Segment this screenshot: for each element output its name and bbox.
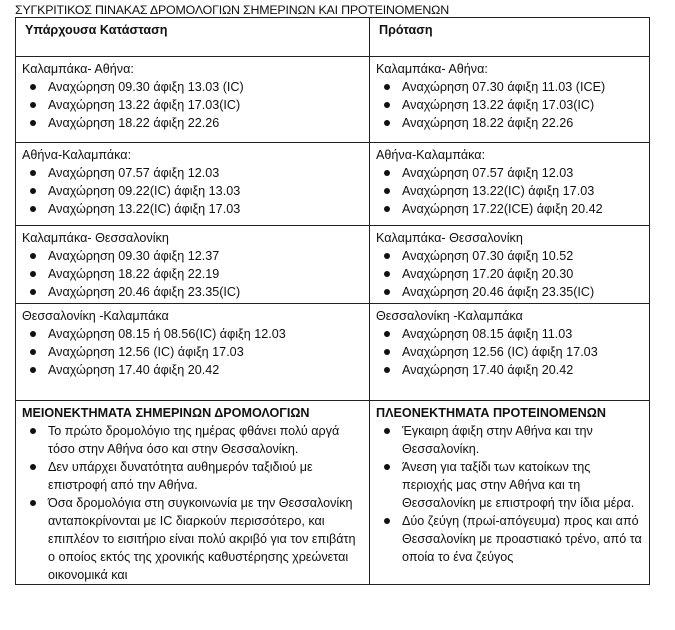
schedule-item: Αναχώρηση 13.22(IC) άφιξη 17.03 (22, 200, 364, 218)
schedule-item: Αναχώρηση 09.30 άφιξη 13.03 (IC) (22, 78, 364, 96)
list-item: Δεν υπάρχει δυνατότητα αυθημερόν ταξιδιο… (22, 458, 364, 494)
header-current: Υπάρχουσα Κατάσταση (15, 17, 370, 57)
schedule-item: Αναχώρηση 07.57 άφιξη 12.03 (376, 164, 644, 182)
schedule-list: Αναχώρηση 09.30 άφιξη 12.37 Αναχώρηση 18.… (22, 247, 364, 301)
current-schedule-cell: Αθήνα-Καλαμπάκα: Αναχώρηση 07.57 άφιξη 12… (15, 142, 370, 226)
disadvantages-list: Το πρώτο δρομολόγιο της ημέρας φθάνει πο… (22, 422, 364, 584)
disadvantages-cell: ΜΕΙΟΝΕΚΤΗΜΑΤΑ ΣΗΜΕΡΙΝΩΝ ΔΡΟΜΟΛΟΓΙΩΝ Το π… (15, 400, 370, 585)
schedule-item: Αναχώρηση 17.40 άφιξη 20.42 (376, 361, 644, 379)
route-label: Αθήνα-Καλαμπάκα: (376, 148, 486, 162)
comparison-table: Υπάρχουσα Κατάσταση Πρόταση Καλαμπάκα- Α… (15, 17, 650, 585)
schedule-item: Αναχώρηση 07.30 άφιξη 11.03 (ICE) (376, 78, 644, 96)
schedule-list: Αναχώρηση 07.30 άφιξη 10.52 Αναχώρηση 17.… (376, 247, 644, 301)
schedule-list: Αναχώρηση 07.57 άφιξη 12.03 Αναχώρηση 09.… (22, 164, 364, 218)
route-row: Καλαμπάκα- Θεσσαλονίκη Αναχώρηση 09.30 άφ… (15, 225, 650, 304)
route-label: Καλαμπάκα- Αθήνα: (22, 62, 134, 76)
schedule-list: Αναχώρηση 08.15 άφιξη 11.03 Αναχώρηση 12.… (376, 325, 644, 379)
proposal-schedule-cell: Καλαμπάκα- Αθήνα: Αναχώρηση 07.30 άφιξη 1… (369, 56, 650, 143)
schedule-item: Αναχώρηση 18.22 άφιξη 22.26 (22, 114, 364, 132)
route-row: Καλαμπάκα- Αθήνα: Αναχώρηση 09.30 άφιξη 1… (15, 56, 650, 143)
disadvantages-heading: ΜΕΙΟΝΕΚΤΗΜΑΤΑ ΣΗΜΕΡΙΝΩΝ ΔΡΟΜΟΛΟΓΙΩΝ (22, 406, 310, 420)
route-label: Θεσσαλονίκη -Καλαμπάκα (376, 309, 523, 323)
pros-cons-row: ΜΕΙΟΝΕΚΤΗΜΑΤΑ ΣΗΜΕΡΙΝΩΝ ΔΡΟΜΟΛΟΓΙΩΝ Το π… (15, 400, 650, 585)
current-schedule-cell: Θεσσαλονίκη -Καλαμπάκα Αναχώρηση 08.15 ή … (15, 303, 370, 401)
schedule-list: Αναχώρηση 09.30 άφιξη 13.03 (IC) Αναχώρησ… (22, 78, 364, 132)
schedule-item: Αναχώρηση 18.22 άφιξη 22.26 (376, 114, 644, 132)
schedule-item: Αναχώρηση 17.20 άφιξη 20.30 (376, 265, 644, 283)
list-item: Όσα δρομολόγια στη συγκοινωνία με την Θε… (22, 494, 364, 584)
schedule-item: Αναχώρηση 17.22(ICE) άφιξη 20.42 (376, 200, 644, 218)
schedule-item: Αναχώρηση 13.22 άφιξη 17.03(IC) (376, 96, 644, 114)
schedule-item: Αναχώρηση 20.46 άφιξη 23.35(IC) (376, 283, 644, 301)
schedule-item: Αναχώρηση 12.56 (IC) άφιξη 17.03 (22, 343, 364, 361)
schedule-item: Αναχώρηση 17.40 άφιξη 20.42 (22, 361, 364, 379)
schedule-item: Αναχώρηση 18.22 άφιξη 22.19 (22, 265, 364, 283)
route-label: Θεσσαλονίκη -Καλαμπάκα (22, 309, 169, 323)
schedule-item: Αναχώρηση 20.46 άφιξη 23.35(IC) (22, 283, 364, 301)
route-row: Αθήνα-Καλαμπάκα: Αναχώρηση 07.57 άφιξη 12… (15, 142, 650, 226)
schedule-item: Αναχώρηση 13.22(IC) άφιξη 17.03 (376, 182, 644, 200)
schedule-list: Αναχώρηση 07.30 άφιξη 11.03 (ICE) Αναχώρη… (376, 78, 644, 132)
header-proposal: Πρόταση (369, 17, 650, 57)
schedule-item: Αναχώρηση 09.30 άφιξη 12.37 (22, 247, 364, 265)
list-item: Έγκαιρη άφιξη στην Αθήνα και την Θεσσαλο… (376, 422, 644, 458)
schedule-item: Αναχώρηση 12.56 (IC) άφιξη 17.03 (376, 343, 644, 361)
schedule-list: Αναχώρηση 08.15 ή 08.56(IC) άφιξη 12.03 Α… (22, 325, 364, 379)
current-schedule-cell: Καλαμπάκα- Θεσσαλονίκη Αναχώρηση 09.30 άφ… (15, 225, 370, 304)
schedule-list: Αναχώρηση 07.57 άφιξη 12.03 Αναχώρηση 13.… (376, 164, 644, 218)
proposal-schedule-cell: Καλαμπάκα- Θεσσαλονίκη Αναχώρηση 07.30 άφ… (369, 225, 650, 304)
schedule-item: Αναχώρηση 13.22 άφιξη 17.03(IC) (22, 96, 364, 114)
advantages-heading: ΠΛΕΟΝΕΚΤΗΜΑΤΑ ΠΡΟΤΕΙΝΟΜΕΝΩΝ (376, 406, 606, 420)
route-label: Καλαμπάκα- Αθήνα: (376, 62, 488, 76)
proposal-schedule-cell: Αθήνα-Καλαμπάκα: Αναχώρηση 07.57 άφιξη 12… (369, 142, 650, 226)
current-schedule-cell: Καλαμπάκα- Αθήνα: Αναχώρηση 09.30 άφιξη 1… (15, 56, 370, 143)
document-title: ΣΥΓΚΡΙΤΙΚΟΣ ΠΙΝΑΚΑΣ ΔΡΟΜΟΛΟΓΙΩΝ ΣΗΜΕΡΙΝΩ… (15, 3, 449, 17)
list-item: Το πρώτο δρομολόγιο της ημέρας φθάνει πο… (22, 422, 364, 458)
schedule-item: Αναχώρηση 08.15 ή 08.56(IC) άφιξη 12.03 (22, 325, 364, 343)
proposal-schedule-cell: Θεσσαλονίκη -Καλαμπάκα Αναχώρηση 08.15 άφ… (369, 303, 650, 401)
schedule-item: Αναχώρηση 09.22(IC) άφιξη 13.03 (22, 182, 364, 200)
route-label: Καλαμπάκα- Θεσσαλονίκη (22, 231, 169, 245)
header-row: Υπάρχουσα Κατάσταση Πρόταση (15, 17, 650, 57)
schedule-item: Αναχώρηση 07.57 άφιξη 12.03 (22, 164, 364, 182)
route-label: Καλαμπάκα- Θεσσαλονίκη (376, 231, 523, 245)
advantages-list: Έγκαιρη άφιξη στην Αθήνα και την Θεσσαλο… (376, 422, 644, 566)
schedule-item: Αναχώρηση 08.15 άφιξη 11.03 (376, 325, 644, 343)
list-item: Δύο ζεύγη (πρωί-απόγευμα) προς και από Θ… (376, 512, 644, 566)
advantages-cell: ΠΛΕΟΝΕΚΤΗΜΑΤΑ ΠΡΟΤΕΙΝΟΜΕΝΩΝ Έγκαιρη άφιξ… (369, 400, 650, 585)
schedule-item: Αναχώρηση 07.30 άφιξη 10.52 (376, 247, 644, 265)
list-item: Άνεση για ταξίδι των κατοίκων της περιοχ… (376, 458, 644, 512)
route-row: Θεσσαλονίκη -Καλαμπάκα Αναχώρηση 08.15 ή … (15, 303, 650, 401)
route-label: Αθήνα-Καλαμπάκα: (22, 148, 132, 162)
